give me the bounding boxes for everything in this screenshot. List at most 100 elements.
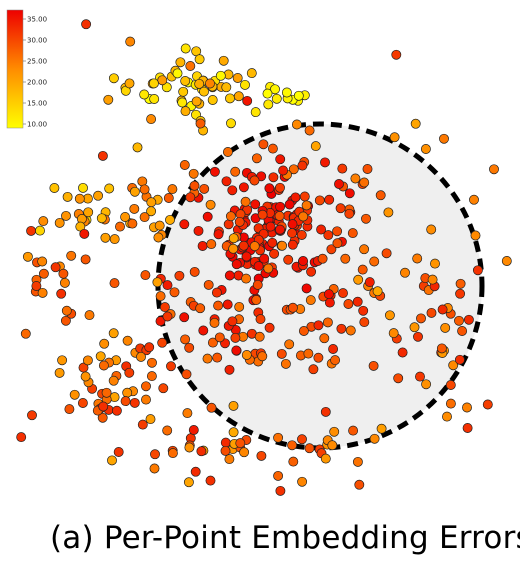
- data-point: [233, 91, 244, 102]
- data-point: [326, 244, 337, 255]
- data-point: [179, 219, 190, 230]
- data-point: [213, 300, 224, 311]
- data-point: [254, 331, 265, 342]
- data-point: [240, 196, 251, 207]
- data-point: [469, 194, 479, 205]
- data-point: [193, 225, 204, 236]
- data-point: [77, 398, 88, 408]
- data-point: [225, 211, 236, 222]
- data-point: [228, 233, 239, 244]
- data-point: [270, 84, 280, 95]
- data-point: [97, 412, 108, 423]
- data-point: [324, 194, 335, 205]
- data-point: [352, 456, 363, 467]
- data-point: [384, 310, 395, 321]
- data-point: [329, 426, 340, 437]
- data-point: [276, 348, 287, 359]
- data-point: [455, 288, 466, 299]
- data-point: [313, 320, 324, 331]
- data-point: [189, 180, 200, 191]
- data-point: [169, 287, 180, 298]
- data-point: [83, 207, 94, 218]
- data-point: [472, 265, 483, 276]
- data-point: [265, 221, 276, 232]
- data-point: [241, 273, 252, 284]
- data-point: [249, 241, 260, 252]
- data-point: [141, 381, 151, 392]
- data-point: [462, 423, 473, 433]
- data-point: [212, 352, 223, 363]
- data-point: [59, 277, 70, 288]
- data-point: [332, 238, 343, 249]
- data-point: [320, 157, 330, 168]
- data-point: [354, 479, 365, 490]
- data-point: [299, 191, 310, 202]
- data-point: [185, 61, 196, 71]
- data-point: [60, 315, 71, 326]
- data-point: [205, 78, 215, 89]
- data-point: [344, 208, 355, 219]
- data-point: [227, 316, 238, 327]
- data-point: [203, 279, 214, 290]
- data-point: [350, 173, 361, 184]
- data-point: [338, 288, 348, 299]
- data-point: [122, 387, 133, 398]
- data-point: [304, 443, 315, 454]
- data-point: [271, 93, 282, 104]
- data-point: [259, 253, 270, 264]
- data-point: [290, 192, 301, 203]
- data-point: [111, 405, 122, 416]
- data-point: [348, 425, 359, 436]
- data-point: [297, 476, 308, 487]
- data-point: [103, 94, 114, 105]
- data-point: [228, 427, 239, 438]
- data-point: [301, 200, 312, 211]
- data-point: [153, 232, 164, 243]
- data-point: [149, 94, 160, 104]
- data-point: [61, 210, 71, 221]
- data-point: [436, 343, 447, 354]
- data-point: [80, 371, 91, 382]
- data-point: [347, 228, 358, 239]
- data-point: [421, 379, 432, 390]
- data-point: [320, 406, 331, 417]
- data-point: [291, 119, 302, 130]
- data-point: [206, 402, 217, 413]
- data-point: [80, 254, 91, 265]
- data-point: [284, 339, 295, 350]
- data-point: [281, 87, 292, 98]
- data-point: [125, 36, 136, 47]
- data-point: [274, 211, 285, 221]
- data-point: [191, 96, 202, 107]
- data-point: [108, 73, 119, 84]
- data-point: [323, 230, 334, 241]
- data-point: [149, 463, 160, 474]
- data-point: [400, 267, 410, 278]
- data-point: [49, 183, 60, 193]
- data-point: [343, 299, 354, 309]
- data-point: [183, 477, 194, 488]
- data-point: [320, 453, 331, 464]
- data-point: [84, 310, 95, 321]
- data-point: [393, 373, 404, 384]
- data-point: [184, 442, 195, 453]
- data-point: [93, 190, 104, 201]
- data-point: [108, 328, 119, 339]
- data-point: [381, 248, 392, 259]
- data-point: [189, 266, 200, 277]
- data-point: [231, 259, 242, 270]
- data-point: [205, 199, 216, 210]
- data-point: [227, 185, 238, 196]
- data-point: [275, 224, 285, 235]
- data-point: [448, 360, 459, 371]
- data-point: [310, 141, 321, 152]
- data-point: [445, 398, 456, 409]
- data-point: [96, 213, 107, 224]
- data-point: [319, 333, 330, 344]
- data-point: [209, 166, 220, 177]
- data-point: [205, 475, 216, 486]
- data-point: [430, 258, 440, 269]
- data-point: [287, 239, 298, 250]
- data-point: [298, 211, 309, 222]
- data-point: [165, 214, 175, 225]
